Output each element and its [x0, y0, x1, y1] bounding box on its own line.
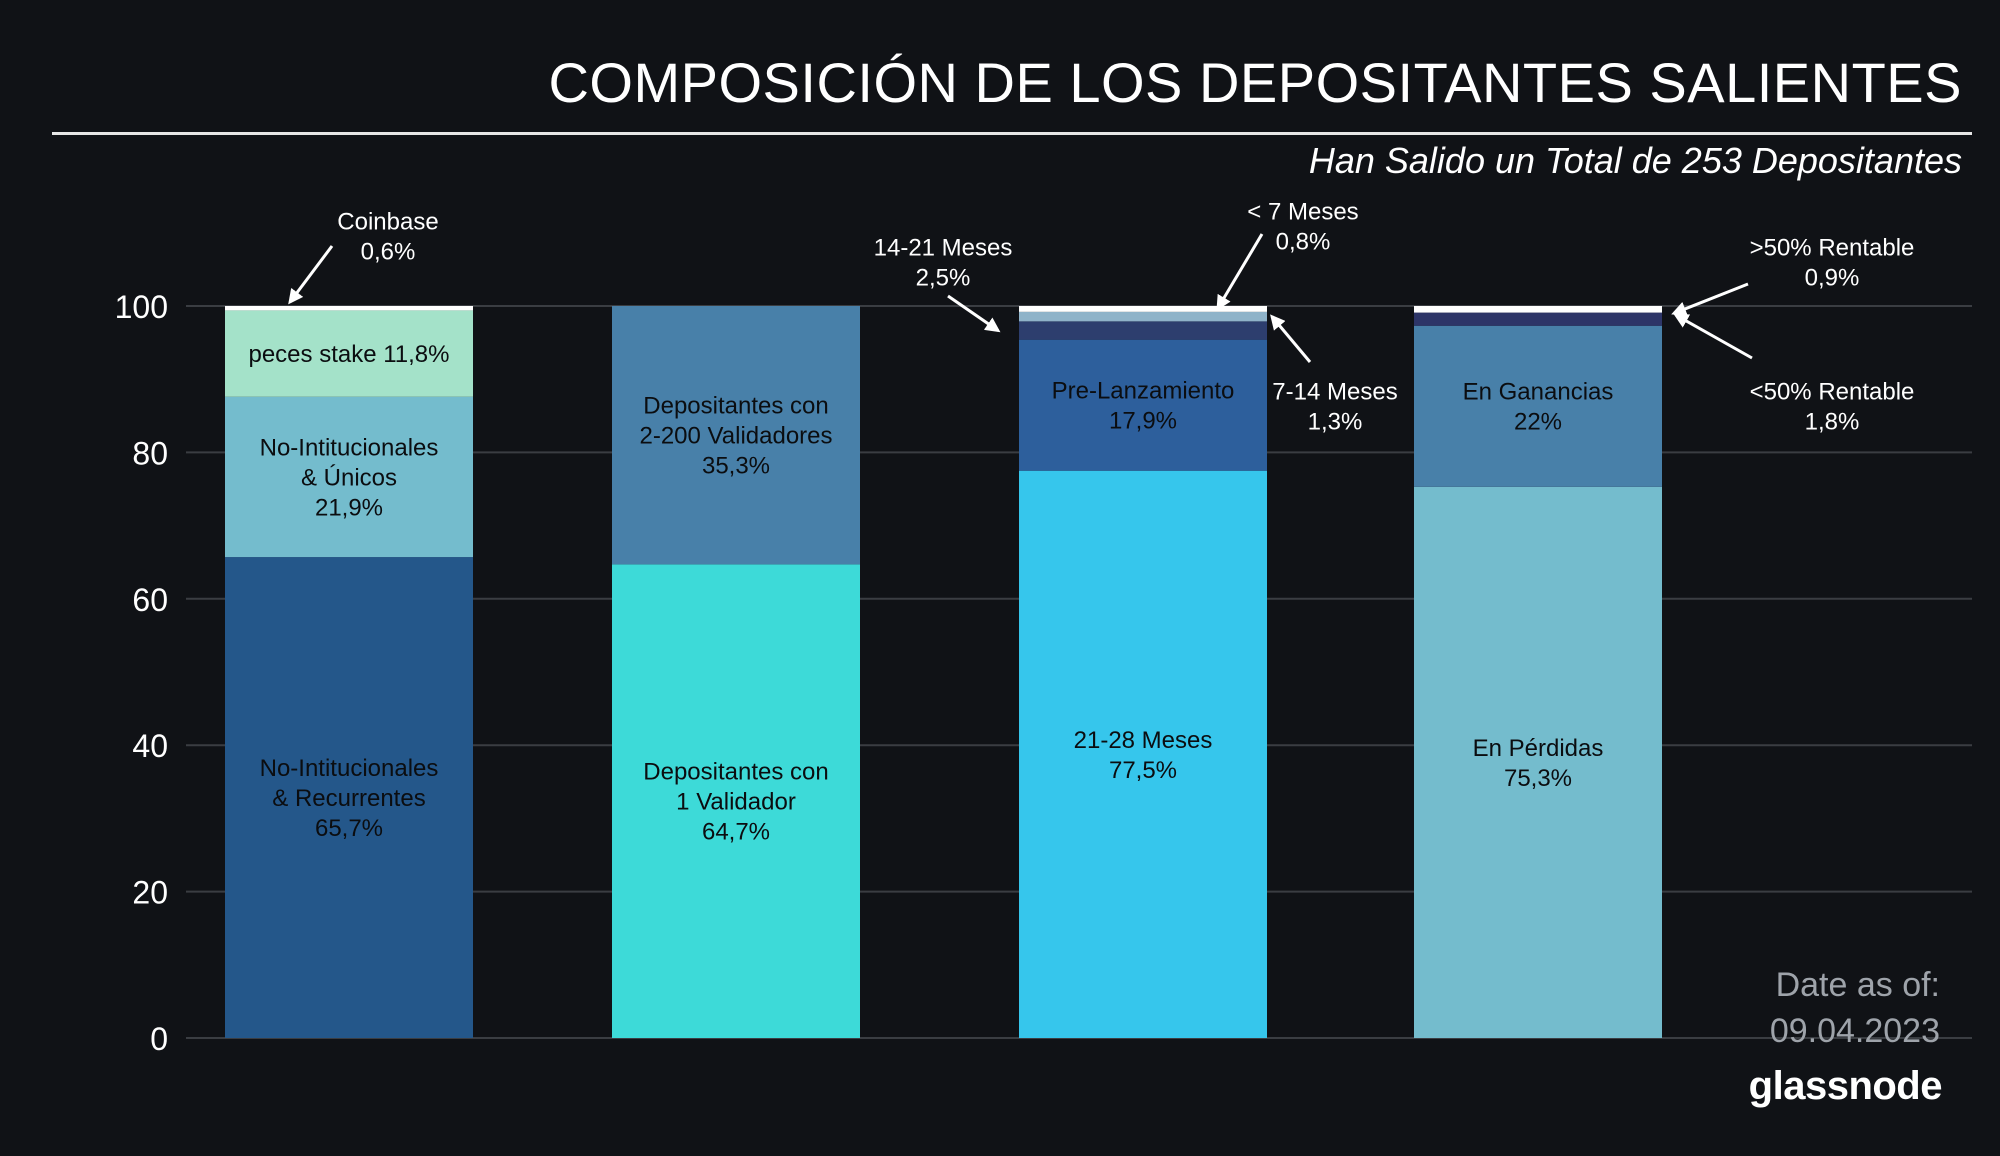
bar-segment-50-rentable — [1414, 312, 1662, 326]
bar-segment-depositantes-con — [612, 306, 860, 565]
callout-menos-50-rentable-label: <50% Rentable 1,8% — [1750, 378, 1915, 435]
date-value: 09.04.2023 — [1769, 1012, 1940, 1050]
bar-segment-14-21-meses — [1019, 321, 1267, 340]
bar-segment-no-intitucionales — [225, 396, 473, 558]
title-divider — [52, 132, 1972, 135]
callout-7-14-meses-arrow — [1270, 314, 1312, 363]
bar-segment-pre-lanzamiento — [1019, 339, 1267, 471]
callout-menos-50-rentable-arrow — [1673, 313, 1753, 360]
y-tick-label-80: 80 — [132, 435, 168, 471]
bar-segment-en-ganancias — [1414, 325, 1662, 487]
bar-segment-coinbase — [225, 306, 473, 311]
callout-7-meses-arrow — [1216, 233, 1264, 311]
bar-segment-en-perdidas — [1414, 486, 1662, 1039]
callout-14-21-meses-label: 14-21 Meses 2,5% — [874, 234, 1013, 291]
bar-segment-depositantes-con — [612, 564, 860, 1038]
bar-segment-7-14-meses — [1019, 311, 1267, 322]
callout-7-meses-label: < 7 Meses 0,8% — [1247, 198, 1358, 255]
y-tick-label-100: 100 — [115, 289, 168, 325]
bar-segment-50-rentable — [1414, 306, 1662, 313]
segment-label-depositantes-con: Depositantes con 2-200 Validadores 35,3% — [639, 393, 832, 480]
y-tick-label-60: 60 — [132, 582, 168, 618]
callout-7-14-meses-label: 7-14 Meses 1,3% — [1272, 378, 1397, 435]
bar-layer — [225, 306, 1662, 1039]
bar-segment-7-meses — [1019, 306, 1267, 312]
segment-label-peces-stake-11-8: peces stake 11,8% — [248, 341, 449, 368]
segment-label-pre-lanzamiento: Pre-Lanzamiento 17,9% — [1052, 378, 1235, 435]
segment-label-no-intitucionales: No-Intitucionales & Únicos 21,9% — [260, 434, 439, 521]
glassnode-logo: glassnode — [1748, 1064, 1943, 1108]
segment-label-21-28-meses: 21-28 Meses 77,5% — [1074, 727, 1213, 784]
segment-label-en-perdidas: En Pérdidas 75,3% — [1473, 735, 1604, 792]
callout-mas-50-rentable-arrow — [1671, 282, 1749, 316]
segment-label-depositantes-con: Depositantes con 1 Validador 64,7% — [643, 759, 828, 846]
y-tick-label-0: 0 — [150, 1021, 168, 1057]
bar-segment-21-28-meses — [1019, 470, 1267, 1038]
callout-14-21-meses-arrow — [947, 294, 1001, 333]
date-label: Date as of: — [1775, 966, 1940, 1004]
bar-segment-peces-stake-11-8 — [225, 310, 473, 397]
callout-coinbase-label: Coinbase 0,6% — [337, 208, 438, 265]
bar-segment-no-intitucionales — [225, 557, 473, 1038]
callout-mas-50-rentable-label: >50% Rentable 0,9% — [1750, 234, 1915, 291]
callout-coinbase-arrow — [288, 245, 334, 305]
chart-title: COMPOSICIÓN DE LOS DEPOSITANTES SALIENTE… — [548, 51, 1962, 114]
chart-subtitle: Han Salido un Total de 253 Depositantes — [1308, 140, 1962, 181]
label-layer: No-Intitucionales & Recurrentes 65,7% No-In… — [248, 198, 1914, 845]
y-tick-label-40: 40 — [132, 728, 168, 764]
segment-label-en-ganancias: En Ganancias 22% — [1463, 379, 1614, 436]
date-stamp: Date as of: 09.04.2023 — [1770, 962, 1940, 1054]
y-tick-label-20: 20 — [132, 875, 168, 911]
segment-label-no-intitucionales: No-Intitucionales & Recurrentes 65,7% — [260, 755, 439, 842]
